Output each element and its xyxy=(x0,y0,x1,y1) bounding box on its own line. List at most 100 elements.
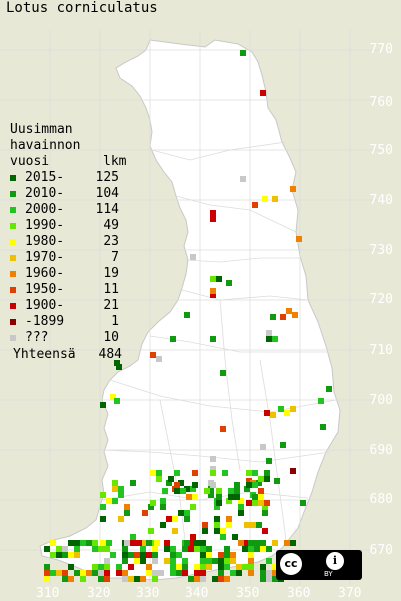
observation-square xyxy=(44,546,50,552)
legend-swatch xyxy=(10,191,16,197)
province-border xyxy=(259,359,287,541)
legend-swatch xyxy=(10,175,16,181)
legend-item-label: 1900- xyxy=(25,298,65,313)
observation-square xyxy=(290,406,296,412)
x-tick-label: 340 xyxy=(185,586,209,601)
observation-square xyxy=(122,576,128,582)
observation-square xyxy=(106,540,112,546)
observation-square xyxy=(122,570,128,576)
observation-square xyxy=(252,482,258,488)
observation-square xyxy=(246,500,252,506)
observation-square xyxy=(226,516,232,522)
observation-square xyxy=(216,494,222,500)
observation-square xyxy=(156,476,162,482)
observation-square xyxy=(166,480,172,486)
observation-square xyxy=(68,540,74,546)
observation-square xyxy=(174,470,180,476)
observation-square xyxy=(190,486,196,492)
observation-square xyxy=(68,576,74,582)
observation-square xyxy=(160,522,166,528)
observation-square xyxy=(252,470,258,476)
legend-column-header: vuosi lkm xyxy=(10,154,126,170)
y-tick-label: 750 xyxy=(369,143,393,158)
legend-item: 1900- 21 xyxy=(10,298,126,314)
observation-square xyxy=(300,500,306,506)
observation-square xyxy=(158,570,164,576)
observation-square xyxy=(286,308,292,314)
observation-square xyxy=(272,196,278,202)
observation-square xyxy=(214,528,220,534)
observation-square xyxy=(320,424,326,430)
observation-square xyxy=(284,410,290,416)
legend-item-label: 1980- xyxy=(25,234,65,249)
observation-square xyxy=(266,558,272,564)
observation-square xyxy=(260,546,266,552)
legend-item-label: 1970- xyxy=(25,250,65,265)
observation-square xyxy=(202,528,208,534)
observation-square xyxy=(112,480,118,486)
observation-square xyxy=(188,576,194,582)
observation-square xyxy=(246,470,252,476)
observation-square xyxy=(238,498,244,504)
island xyxy=(96,560,102,564)
observation-square xyxy=(210,482,216,488)
legend-item-count: 1 xyxy=(111,314,119,329)
observation-square xyxy=(114,360,120,366)
observation-square xyxy=(56,552,62,558)
observation-square xyxy=(104,570,110,576)
observation-square xyxy=(134,576,140,582)
legend-item-count: 23 xyxy=(103,234,119,249)
cc-by-license-badge[interactable]: cc i BY xyxy=(276,550,362,580)
observation-square xyxy=(230,552,236,558)
observation-square xyxy=(256,480,262,486)
observation-square xyxy=(270,314,276,320)
observation-square xyxy=(260,444,266,450)
observation-square xyxy=(154,540,160,546)
observation-square xyxy=(254,540,260,546)
legend-swatch xyxy=(10,255,16,261)
observation-square xyxy=(130,540,136,546)
observation-square xyxy=(220,528,226,534)
observation-square xyxy=(80,540,86,546)
y-tick-label: 690 xyxy=(369,443,393,458)
observation-square xyxy=(210,216,216,222)
y-tick-label: 680 xyxy=(369,492,393,507)
observation-square xyxy=(262,510,268,516)
observation-square xyxy=(112,486,118,492)
observation-square xyxy=(190,504,196,510)
observation-square xyxy=(74,540,80,546)
legend-item: 1960- 19 xyxy=(10,266,126,282)
observation-square xyxy=(248,540,254,546)
observation-square xyxy=(104,546,110,552)
observation-square xyxy=(176,570,182,576)
observation-square xyxy=(98,546,104,552)
observation-square xyxy=(194,576,200,582)
observation-square xyxy=(218,558,224,564)
observation-square xyxy=(238,510,244,516)
observation-square xyxy=(50,552,56,558)
legend-swatch xyxy=(10,303,16,309)
observation-square xyxy=(146,564,152,570)
observation-square xyxy=(152,570,158,576)
observation-square xyxy=(232,534,238,540)
observation-square xyxy=(116,570,122,576)
observation-square xyxy=(318,398,324,404)
observation-square xyxy=(182,564,188,570)
legend-rows: 2015- 125 2010- 104 2000- 114 1990- 49 1980- 23 19… xyxy=(10,170,126,346)
observation-square xyxy=(212,576,218,582)
legend-item-label: 2015- xyxy=(25,170,65,185)
observation-square xyxy=(244,522,250,528)
observation-square xyxy=(134,558,140,564)
observation-square xyxy=(200,564,206,570)
observation-square xyxy=(240,50,246,56)
y-tick-label: 740 xyxy=(369,193,393,208)
observation-square xyxy=(176,552,182,558)
observation-square xyxy=(184,516,190,522)
observation-square xyxy=(248,558,254,564)
observation-square xyxy=(170,570,176,576)
observation-square xyxy=(212,558,218,564)
observation-square xyxy=(258,488,264,494)
observation-square xyxy=(188,546,194,552)
observation-square xyxy=(210,210,216,216)
legend-swatch xyxy=(10,319,16,325)
